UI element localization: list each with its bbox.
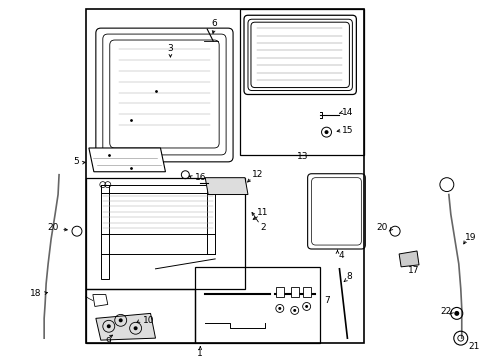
Circle shape [278, 307, 281, 310]
Text: 21: 21 [467, 342, 478, 351]
Text: 20: 20 [376, 223, 387, 232]
Polygon shape [275, 287, 283, 297]
Circle shape [453, 311, 458, 316]
Polygon shape [205, 178, 247, 194]
Text: 18: 18 [30, 289, 42, 298]
Text: 14: 14 [341, 108, 352, 117]
Bar [86, 178, 244, 289]
Text: 19: 19 [464, 233, 475, 242]
Text: 12: 12 [252, 170, 263, 179]
Text: 6: 6 [211, 19, 217, 28]
Polygon shape [302, 287, 310, 297]
Text: 5: 5 [73, 157, 79, 166]
Polygon shape [89, 148, 165, 172]
Bar [207, 185, 215, 254]
Text: 7: 7 [324, 296, 330, 305]
Circle shape [293, 309, 296, 312]
Circle shape [119, 318, 122, 322]
Bar [101, 185, 215, 193]
Text: 15: 15 [341, 126, 352, 135]
Text: 10: 10 [142, 316, 154, 325]
Polygon shape [290, 287, 298, 297]
Text: 8: 8 [346, 272, 351, 281]
Text: 13: 13 [296, 152, 308, 161]
Circle shape [324, 130, 328, 134]
Bar [86, 9, 364, 343]
Text: 20: 20 [47, 223, 59, 232]
Text: 17: 17 [407, 266, 419, 275]
Circle shape [305, 305, 307, 308]
Text: 16: 16 [194, 173, 205, 182]
Bar [240, 9, 364, 155]
Text: 3: 3 [167, 44, 173, 53]
Text: 1: 1 [197, 348, 203, 357]
Text: 2: 2 [260, 223, 265, 232]
Text: 9: 9 [105, 337, 110, 346]
Polygon shape [398, 251, 418, 267]
Text: 22: 22 [439, 307, 450, 316]
Circle shape [106, 324, 111, 328]
Polygon shape [93, 294, 107, 306]
Bar [86, 289, 195, 343]
Text: 11: 11 [257, 208, 268, 217]
Text: 4: 4 [338, 251, 344, 260]
Circle shape [133, 326, 137, 330]
Bar [101, 185, 108, 279]
Bar [195, 267, 319, 343]
Polygon shape [96, 314, 155, 340]
